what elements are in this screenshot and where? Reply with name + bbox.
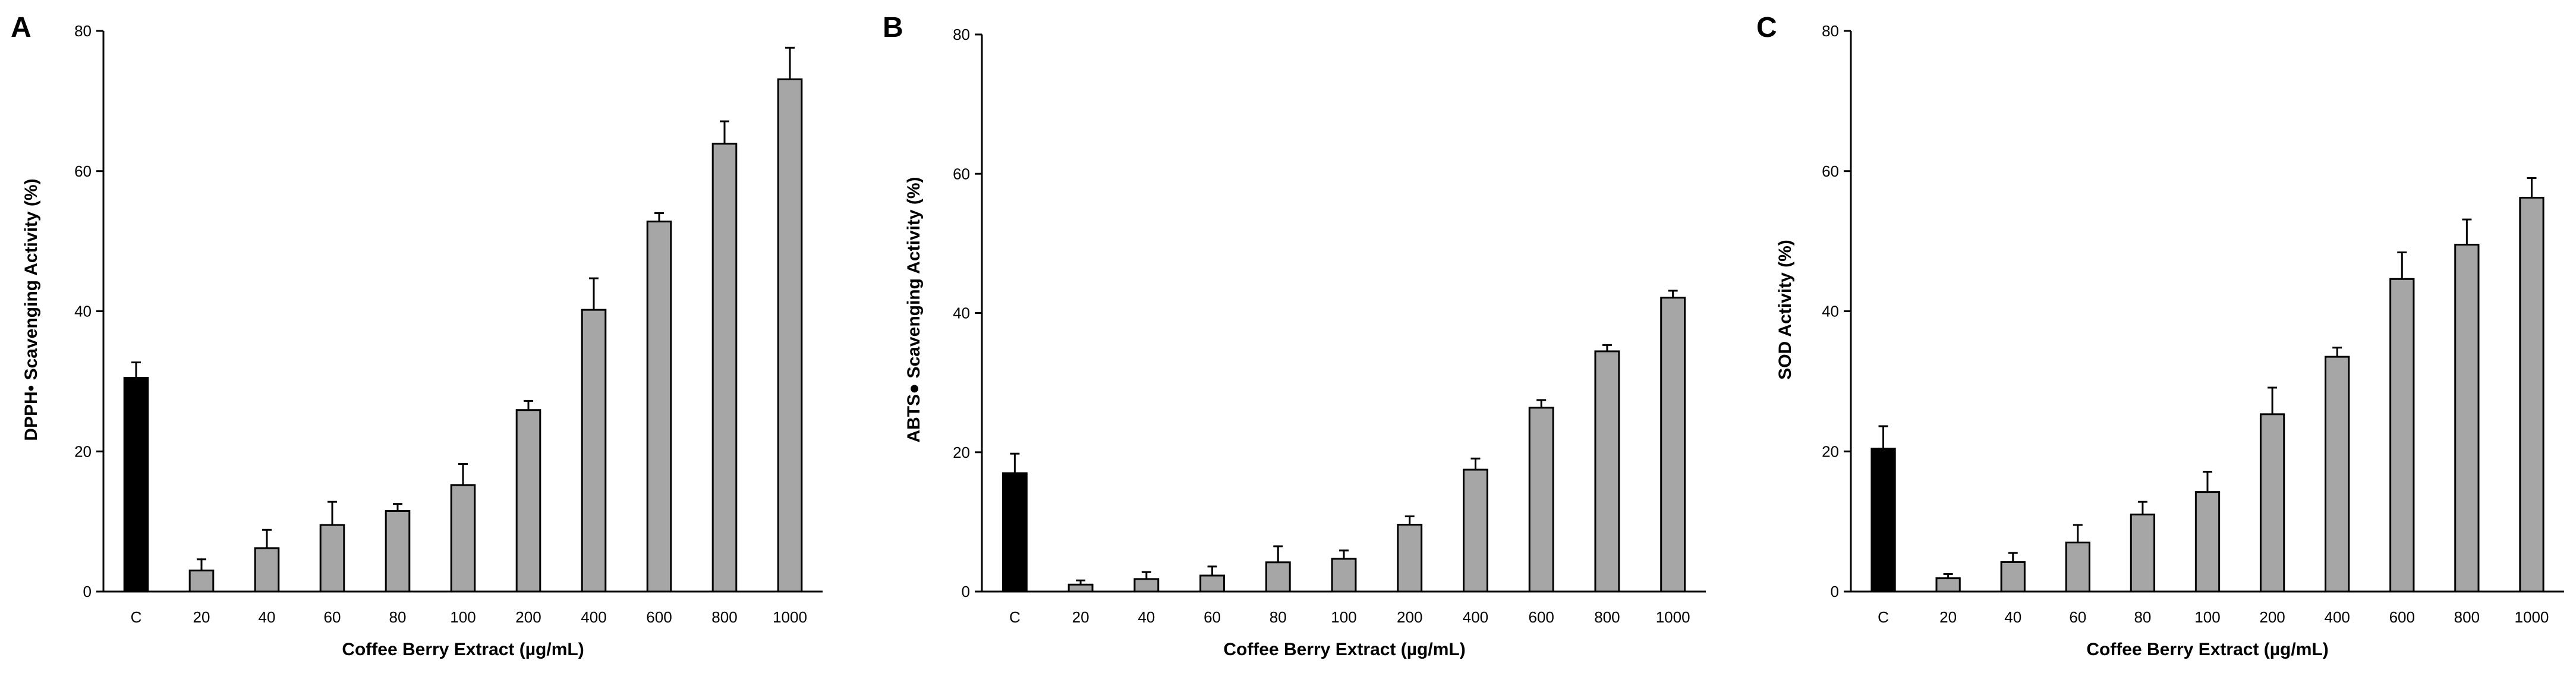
panel-a-x-tick-label: 800 [711,608,737,626]
panel-a-x-tick-label: 40 [259,608,276,626]
panel-b-y-tick-label: 20 [953,444,970,461]
panel-a-bar [450,484,476,593]
panel-a-x-tick-label: 400 [581,608,606,626]
panel-c-x-tick-label: 1000 [2515,608,2549,626]
panel-c-x-tick-label: 100 [2194,608,2220,626]
panel-b-bar [1265,561,1291,593]
panel-c-x-tick-label: 80 [2134,608,2151,626]
panel-a-x-tick-label: 100 [450,608,475,626]
panel-c-bar [1935,577,1961,593]
panel-b-x-tick-label: 600 [1528,608,1554,626]
panel-c-x-tick-label: 40 [2004,608,2021,626]
panel-a-x-tick-label: 60 [324,608,341,626]
panel-c-bar [2454,244,2480,593]
panel-b-bar [1528,407,1554,593]
panel-a-x-tick-label: 600 [646,608,672,626]
panel-c-bar [2000,561,2026,593]
panel-c-y-tick-label: 40 [1822,303,1839,320]
panel-a-x-tick-label: 20 [193,608,210,626]
panel-c-y-axis-title: SOD Activity (%) [1775,240,1795,380]
panel-c-bar [2194,491,2221,593]
panel-b-label: B [883,12,903,43]
panel-b-bar [1067,583,1094,593]
plot-a: 0 20 40 60 80 C 20 40 60 80 100 200 400 600 800 1000 [74,22,823,626]
panel-a-bar [319,524,345,593]
panel-c-bar [2519,197,2544,593]
panel-b-bar [1002,472,1028,593]
panel-a-x-tick-label: 80 [389,608,407,626]
panel-a-bar [581,309,607,593]
panel-b-x-tick-label: 20 [1072,608,1089,626]
panel-c-x-tick-label: 600 [2389,608,2415,626]
panel-b-bar [1463,468,1488,593]
panel-a-bar [385,510,411,593]
panel-a-x-tick-label: C [131,608,142,626]
panel-a-bar [188,570,215,593]
panel-a-y-tick-label: 80 [74,22,92,40]
panel-c-label: C [1756,12,1777,43]
plot-b: 0 20 40 60 80 C 20 40 60 80 100 200 400 600 800 1000 [953,26,1706,626]
panel-b-y-tick-label: 80 [953,26,970,43]
panel-b-y-tick-label: 40 [953,304,970,322]
panel-a-bar [254,547,280,593]
panel-b-x-tick-label: 1000 [1656,608,1690,626]
panel-c-bar [1870,448,1896,593]
panel-b-x-tick-label: 60 [1204,608,1221,626]
panel-c-y-tick-label: 80 [1822,22,1839,40]
panel-c-x-axis-title: Coffee Berry Extract (µg/mL) [2086,640,2328,659]
panel-b-x-tick-label: 400 [1463,608,1488,626]
panel-a-label: A [11,12,32,43]
panel-a-y-tick-label: 40 [74,303,92,320]
panel-b-y-tick-label: 0 [962,583,970,600]
panel-a-y-axis-title: DPPH• Scavenging Activity (%) [21,178,41,441]
panel-a-y-tick-label: 20 [74,442,92,460]
panel-b-bar [1331,558,1357,593]
panel-b-x-tick-label: 800 [1594,608,1620,626]
panel-b-bar [1660,297,1686,593]
plot-c: 0 20 40 60 80 C 20 40 60 80 100 200 400 600 800 1000 [1822,22,2564,626]
panel-b-y-tick-label: 60 [953,165,970,183]
panel-c-bar [2259,413,2285,593]
panel-b-x-tick-label: 200 [1397,608,1422,626]
panel-b-y-axis-title: ABTS● Scavenging Activity (%) [904,177,924,442]
panel-b-bar [1199,574,1225,593]
panel-b-bar [1397,524,1423,593]
panel-a-bar [515,409,541,593]
panel-a-bar [711,143,738,593]
panel-a-y-tick-label: 0 [83,583,92,600]
panel-c-y-tick-label: 0 [1831,583,1839,600]
panel-a-x-tick-label: 200 [515,608,541,626]
panel-b-x-tick-label: 40 [1138,608,1155,626]
panel-c-bar [2065,541,2090,593]
panel-c-bar [2325,356,2350,593]
panel-a-bar [777,78,803,593]
panel-c-x-tick-label: 800 [2454,608,2480,626]
panel-a-bar [646,221,672,593]
panel-c-bar [2130,513,2156,593]
panel-b-x-axis-title: Coffee Berry Extract (µg/mL) [1223,640,1465,659]
panel-c-y-tick-label: 60 [1822,162,1839,180]
panel-c-x-tick-label: C [1878,608,1889,626]
panel-c-x-tick-label: 400 [2324,608,2350,626]
panel-a-x-tick-label: 1000 [773,608,807,626]
panel-b-x-tick-label: C [1009,608,1021,626]
panel-b-bar [1594,350,1620,593]
panel-c-x-tick-label: 200 [2259,608,2285,626]
panel-c-bar [2389,278,2415,593]
panel-c-y-tick-label: 20 [1822,442,1839,460]
panel-a-y-tick-label: 60 [74,162,92,180]
panel-c-x-tick-label: 20 [1939,608,1957,626]
panel-a-x-axis-title: Coffee Berry Extract (µg/mL) [342,640,584,659]
panel-b-bar [1133,578,1160,593]
panel-b-x-tick-label: 100 [1331,608,1356,626]
panel-a-bar [123,376,149,593]
panel-c-x-tick-label: 60 [2069,608,2086,626]
panel-b-x-tick-label: 80 [1270,608,1287,626]
